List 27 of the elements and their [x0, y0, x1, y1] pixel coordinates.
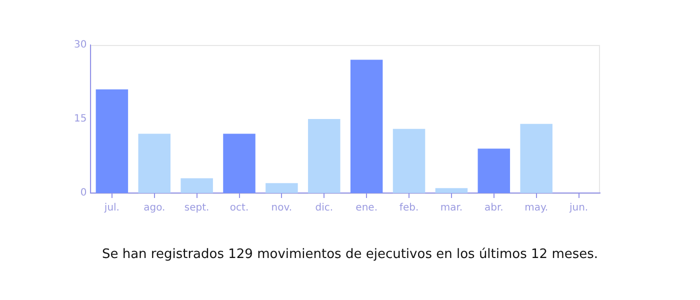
x-tick-label: dic. — [315, 202, 334, 214]
bar — [223, 134, 256, 193]
x-tick-label: sept. — [184, 202, 210, 214]
bar — [435, 188, 468, 193]
x-tick-label: nov. — [271, 202, 292, 214]
bar — [308, 119, 340, 193]
bar — [478, 148, 510, 193]
y-tick-label: 0 — [80, 188, 87, 199]
x-tick-label: oct. — [230, 202, 249, 214]
bar — [266, 183, 298, 193]
x-tick-label: ene. — [356, 202, 378, 214]
x-tick-label: may. — [524, 202, 548, 214]
bar — [138, 134, 171, 193]
x-tick-label: ago. — [144, 202, 166, 214]
x-tick-label: feb. — [399, 202, 419, 214]
bar — [350, 60, 383, 193]
x-tick-label: jul. — [103, 202, 120, 214]
x-tick-label: jun. — [568, 202, 588, 214]
x-tick-label: mar. — [440, 202, 463, 214]
x-tick-label: abr. — [484, 202, 504, 214]
text: Se han registrados 129 movimientos de ejecutivos en los últimos 12 meses. — [102, 247, 598, 262]
bar — [520, 124, 552, 193]
y-tick-label: 30 — [74, 40, 87, 51]
bar — [96, 89, 128, 193]
bar — [180, 178, 213, 193]
y-tick-label: 15 — [74, 114, 87, 125]
bar — [392, 128, 426, 193]
